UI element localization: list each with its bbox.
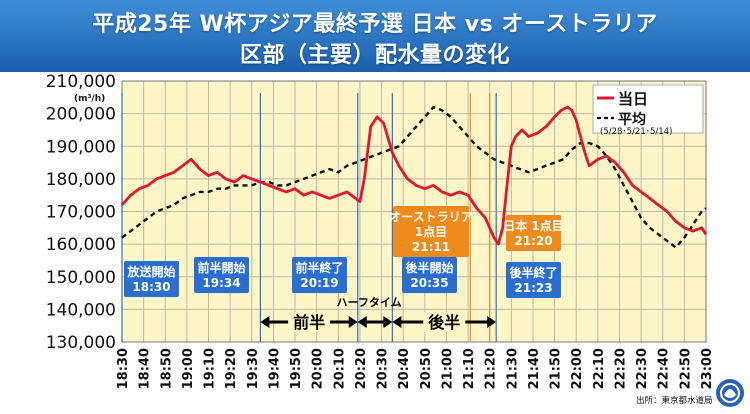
event-callout-box [124,261,179,297]
period-label-bg [423,312,466,332]
x-tick-label: 20:10 [332,348,347,389]
event-callout-box [506,215,561,251]
x-tick-label: 22:50 [678,348,693,389]
y-unit-label: (m³/h) [74,94,105,104]
period-label: 後半 [428,313,460,332]
source-note: 出所：東京都水道局 [636,395,713,406]
event-callout-box [506,262,561,298]
x-tick-label: 19:30 [246,348,261,389]
event-callout-text: 18:30 [132,280,170,294]
x-tick-label: 22:20 [613,348,628,389]
period-arrow-right-head [383,316,393,328]
legend-average-sublabel: (5/28･5/21･5/14) [600,127,672,137]
x-tick-label: 18:40 [138,348,153,389]
logo-ring [720,383,740,403]
x-tick-label: 23:00 [700,348,715,389]
event-callout-text: 21:20 [514,234,552,248]
x-tick-label: 21:00 [440,348,455,389]
logo-drop [724,389,736,398]
x-tick-label: 21:10 [462,348,477,389]
x-tick-label: 22:00 [570,348,585,389]
chart-subtitle: 区部（主要）配水量の変化 [239,43,510,68]
chart-title: 平成25年 W杯アジア最終予選 日本 vs オーストラリア [92,12,658,37]
x-tick-label: 21:50 [549,348,564,389]
y-tick-label: 210,000 [46,72,116,92]
event-callout-box [194,257,249,293]
average-series-line [121,105,707,249]
period-arrow: 後半 [392,312,497,332]
event-callout-text: 前半開始 [197,260,245,275]
event-callout-text: 20:19 [300,276,338,290]
legend-average-label: 平均 [618,111,646,128]
x-tick-label: 20:00 [311,348,326,389]
period-arrow-right-head [487,316,497,328]
period-label: 前半 [293,313,325,332]
x-tick-label: 21:30 [505,348,520,389]
period-label-bg [288,312,331,332]
x-tick-label: 20:50 [419,348,434,389]
x-tick-label: 21:20 [484,348,499,389]
x-tick-label: 19:10 [203,348,218,389]
period-arrow-left-head [392,316,402,328]
water-bureau-logo [716,379,744,407]
event-callout-box [393,206,469,257]
x-tick-label: 20:30 [376,348,391,389]
y-tick-label: 150,000 [46,268,116,288]
x-tick-label: 19:40 [267,348,282,389]
period-arrow [357,316,393,328]
halftime-label: ハーフタイム [337,296,402,309]
event-callout-text: 21:11 [412,240,450,254]
period-arrow-left-head [357,316,367,328]
event-callout-text: 後半終了 [509,265,557,280]
x-tick-label: 22:40 [657,348,672,389]
event-callout-text: 日本 1点目 [503,218,564,233]
y-tick-label: 140,000 [46,300,116,320]
y-tick-label: 130,000 [46,333,116,353]
event-callout-text: 放送開始 [126,264,175,279]
x-tick-label: 18:30 [116,348,131,389]
legend-box [592,84,704,134]
period-arrow-left-head [260,316,270,328]
event-callout-text: オーストラリア [389,210,472,224]
x-tick-label: 19:20 [224,348,239,389]
y-tick-label: 170,000 [46,203,116,223]
event-callout-box [402,257,457,293]
y-tick-label: 160,000 [46,235,116,255]
event-callout-box [292,257,347,293]
x-tick-label: 22:10 [592,348,607,389]
y-tick-label: 180,000 [46,170,116,190]
y-tick-label: 190,000 [46,137,116,157]
x-tick-label: 21:40 [527,348,542,389]
water-flow-chart: 130,000 140,000 150,000 160,000 170,000 180,0… [46,72,744,407]
x-tick-label: 19:00 [181,348,196,389]
event-callout-text: 前半終了 [295,260,343,275]
x-tick-label: 19:50 [289,348,304,389]
title-banner: 平成25年 W杯アジア最終予選 日本 vs オーストラリア 区部（主要）配水量の… [0,0,750,72]
event-callout-text: 20:35 [410,276,448,290]
x-tick-label: 18:50 [159,348,174,389]
x-tick-label: 20:40 [397,348,412,389]
period-arrow-right-head [348,316,358,328]
period-arrow: 前半 [260,312,358,332]
legend-today-label: 当日 [618,90,648,108]
today-series-line [120,105,708,246]
x-tick-label: 20:20 [354,348,369,389]
x-tick-label: 22:30 [635,348,650,389]
event-callout-text: 19:34 [202,276,240,290]
event-callout-text: 後半開始 [405,260,453,275]
event-callout-text: 1点目 [415,224,447,239]
y-tick-label: 200,000 [46,105,116,125]
event-callout-text: 21:23 [514,281,552,295]
